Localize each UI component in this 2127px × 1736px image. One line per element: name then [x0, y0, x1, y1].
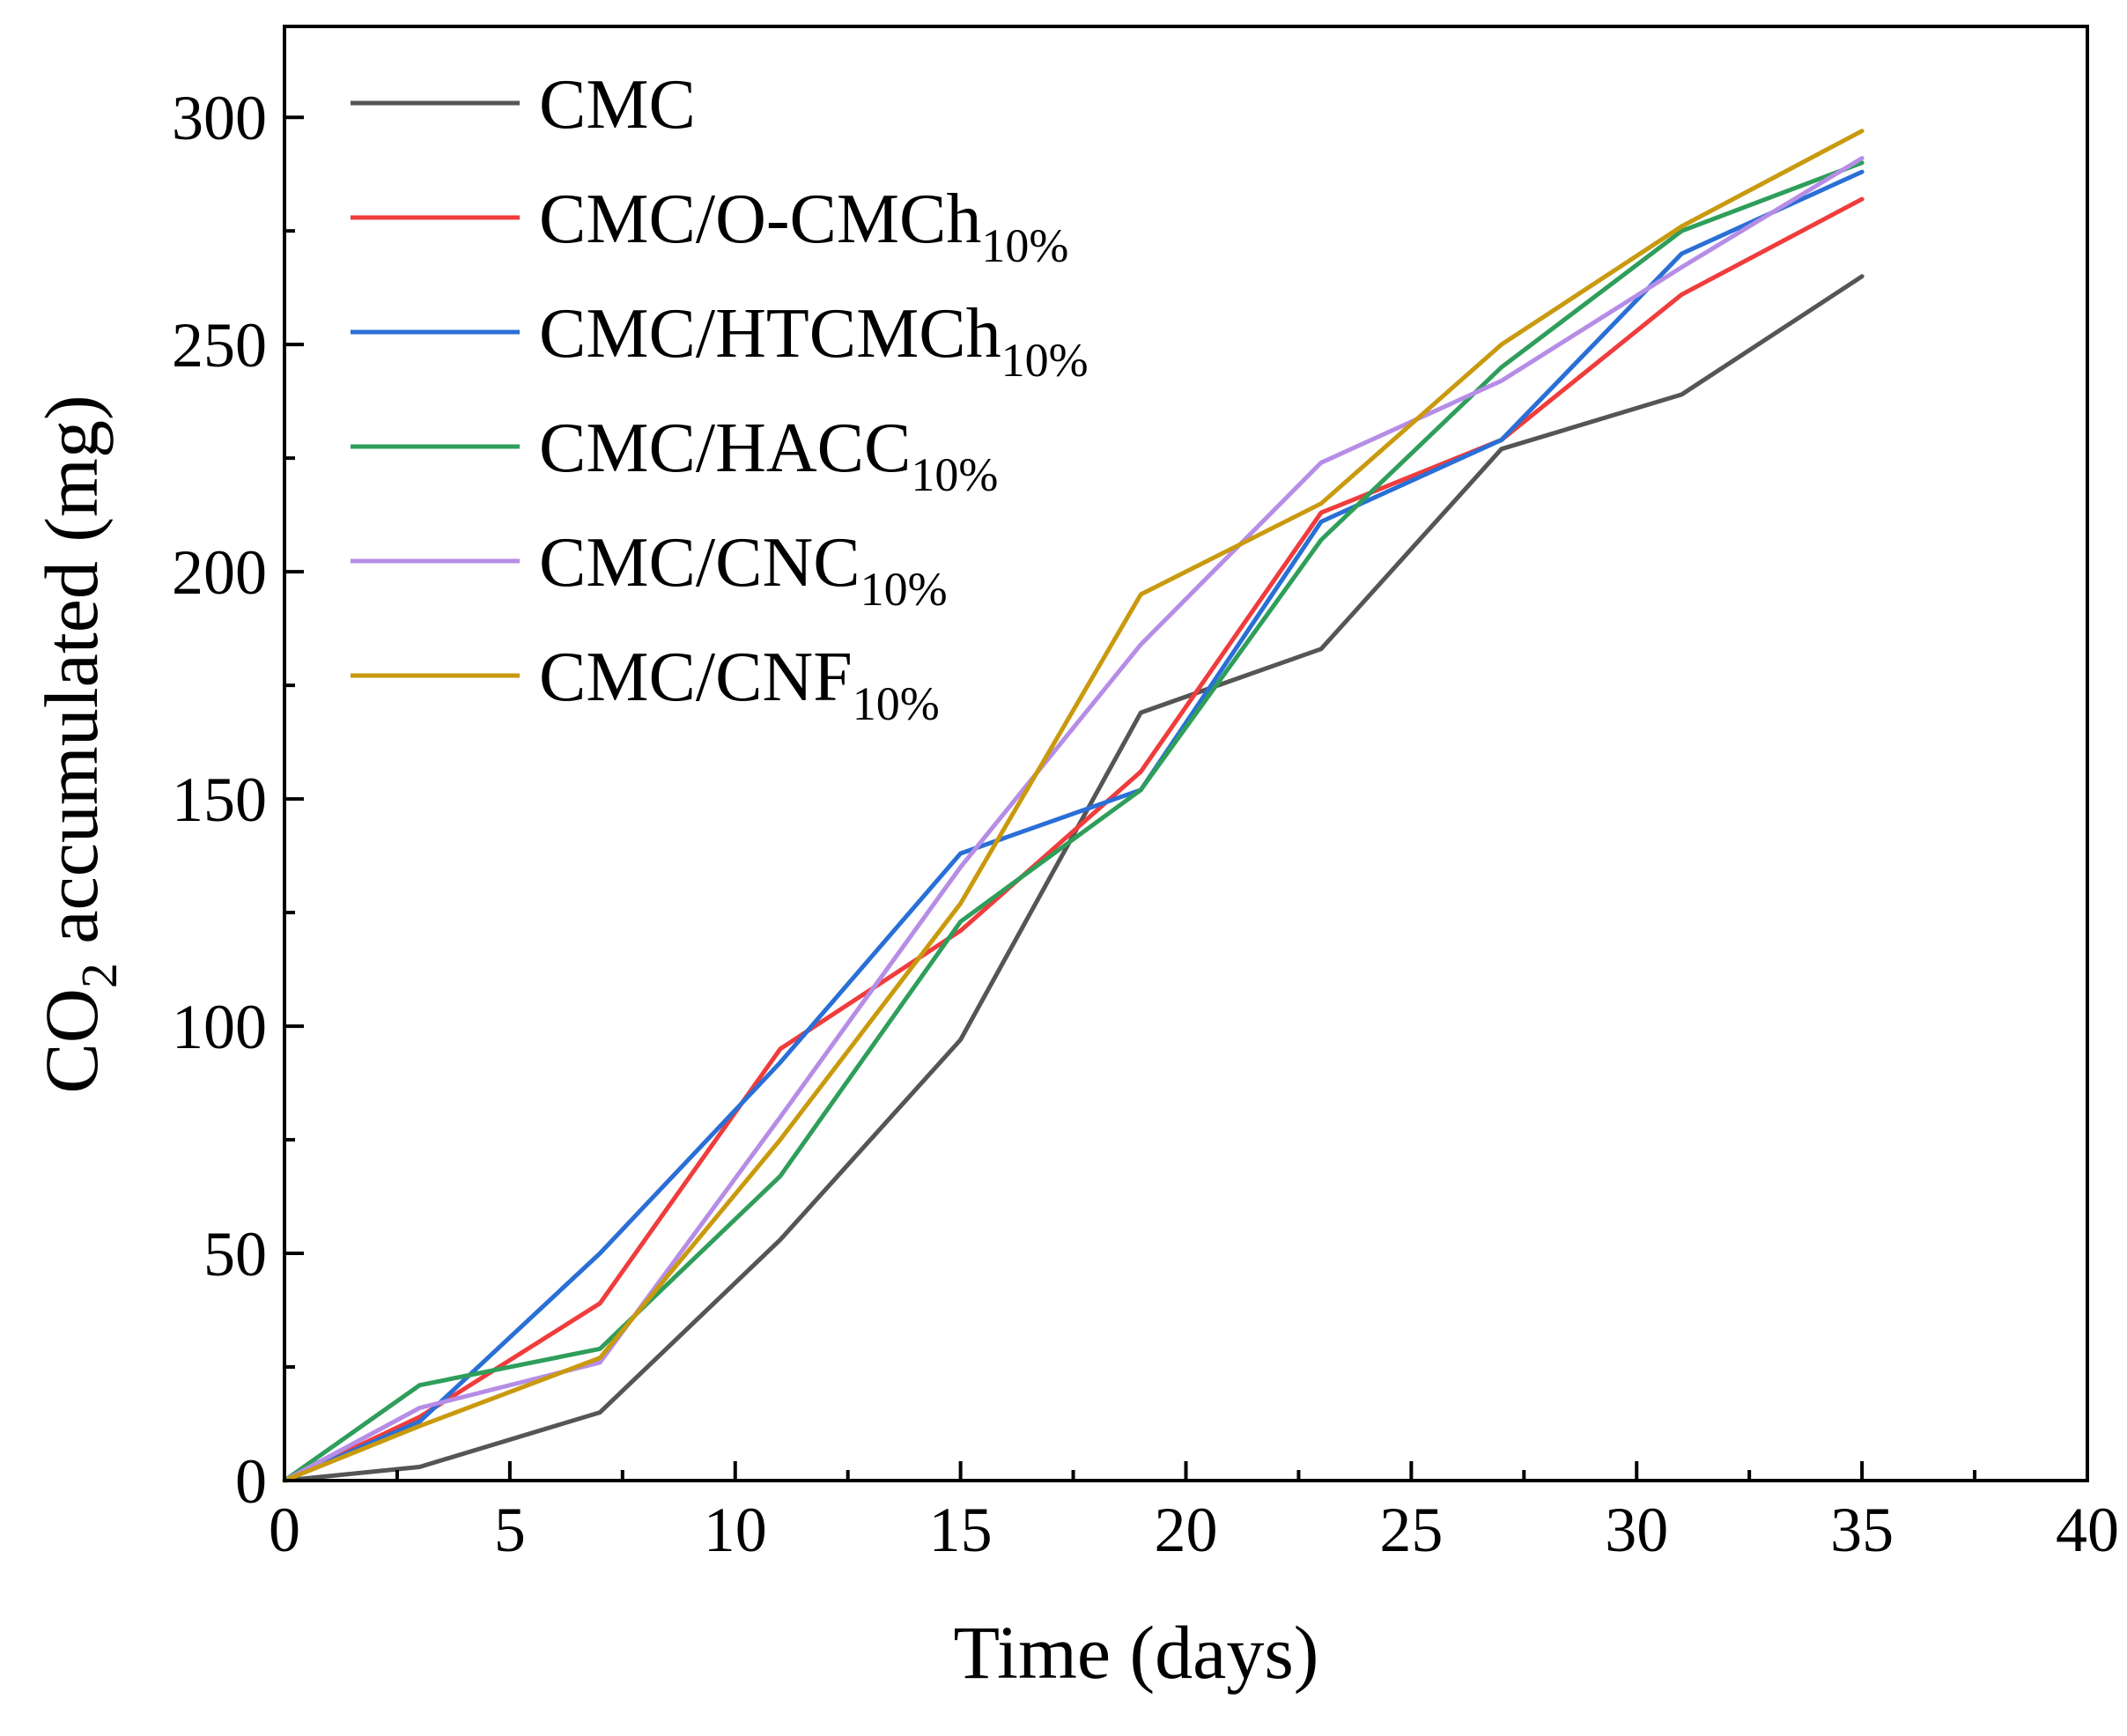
- y-tick-label-3: 150: [172, 765, 267, 835]
- legend-label-main: CMC/HACC: [539, 410, 911, 487]
- y-tick-label-5: 250: [172, 310, 267, 380]
- legend-label-1: CMC/O-CMCh10%: [539, 181, 1068, 272]
- series-line-3: [282, 160, 1865, 1483]
- y-tick-label-4: 200: [172, 537, 267, 608]
- x-tick-label-1: 5: [494, 1495, 526, 1565]
- x-tick-label-8: 40: [2056, 1495, 2119, 1565]
- legend-label-subscript: 10%: [860, 563, 948, 616]
- x-tick-label-4: 20: [1155, 1495, 1218, 1565]
- legend-label-main: CMC: [539, 66, 696, 144]
- legend-label-4: CMC/CNC10%: [539, 524, 948, 616]
- series-line-4: [282, 156, 1865, 1483]
- legend-label-main: CMC/CNF: [539, 639, 853, 716]
- series-line-2: [282, 169, 1865, 1483]
- x-tick-label-5: 25: [1379, 1495, 1443, 1565]
- legend-label-subscript: 10%: [981, 219, 1068, 272]
- y-axis-title-suffix: accumulated (mg): [29, 395, 114, 963]
- axes-layer: 0 5 10 15 20 25 30 35 40 0 50 100 150 200 250 300: [172, 25, 2119, 1565]
- y-axis-title: CO2 accumulated (mg): [29, 395, 128, 1093]
- legend-label-main: CMC/HTCMCh: [539, 295, 1001, 373]
- series-line-0: [282, 274, 1865, 1483]
- y-tick-label-1: 50: [203, 1219, 267, 1289]
- legend: CMCCMC/O-CMCh10%CMC/HTCMCh10%CMC/HACC10%…: [351, 66, 1089, 730]
- x-tick-label-6: 30: [1605, 1495, 1668, 1565]
- legend-label-5: CMC/CNF10%: [539, 639, 940, 730]
- legend-label-subscript: 10%: [853, 677, 940, 730]
- y-tick-label-0: 0: [235, 1446, 267, 1517]
- y-axis-title-subscript: 2: [70, 963, 128, 988]
- legend-label-3: CMC/HACC10%: [539, 410, 998, 501]
- series-line-5: [282, 129, 1865, 1483]
- x-tick-label-2: 10: [704, 1495, 767, 1565]
- x-tick-label-7: 35: [1830, 1495, 1894, 1565]
- series-layer: [282, 129, 1865, 1483]
- legend-label-main: CMC/CNC: [539, 524, 860, 602]
- y-tick-label-6: 300: [172, 83, 267, 153]
- y-tick-label-2: 100: [172, 992, 267, 1062]
- legend-label-0: CMC: [539, 66, 696, 144]
- series-line-1: [282, 196, 1865, 1483]
- x-tick-label-3: 15: [929, 1495, 993, 1565]
- x-axis-title: Time (days): [954, 1610, 1319, 1695]
- legend-label-subscript: 10%: [1001, 334, 1089, 387]
- legend-label-2: CMC/HTCMCh10%: [539, 295, 1089, 387]
- y-axis-title-prefix: CO: [29, 988, 114, 1093]
- legend-label-main: CMC/O-CMCh: [539, 181, 981, 258]
- legend-label-subscript: 10%: [911, 448, 998, 501]
- x-tick-label-0: 0: [269, 1495, 300, 1565]
